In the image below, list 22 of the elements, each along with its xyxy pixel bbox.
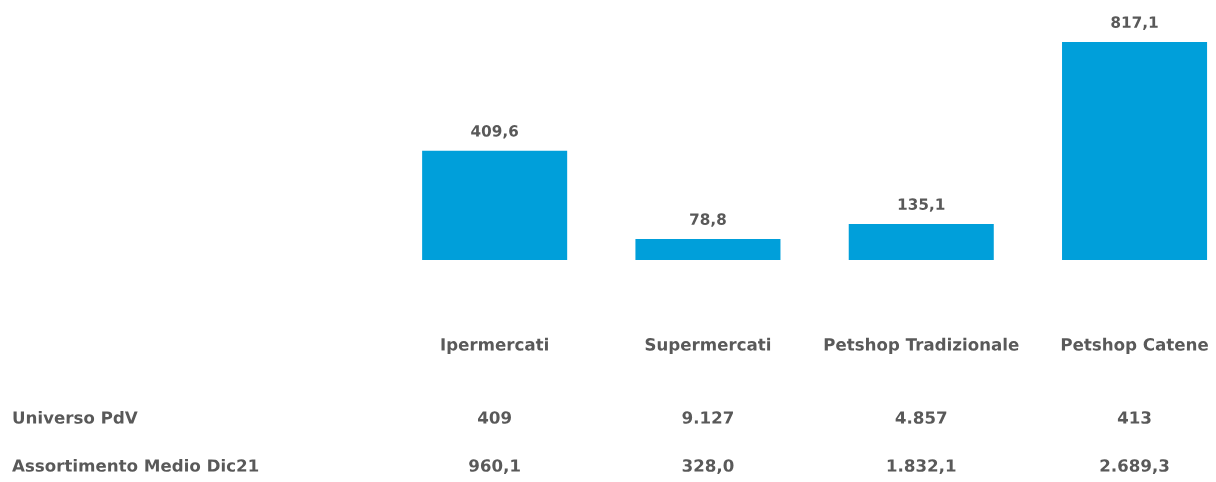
x-tick-label: Petshop Catene [1061, 337, 1208, 354]
text: 409 [478, 411, 511, 424]
text: 960,1 [469, 459, 520, 474]
bar [848, 223, 994, 260]
data-label: 409,6 [471, 125, 518, 139]
data-label: 135,1 [898, 198, 945, 212]
data-label: 78,8 [690, 213, 726, 227]
bar [1062, 42, 1208, 260]
x-tick-label: Ipermercati [441, 337, 548, 354]
text: 1.832,1 [887, 459, 956, 474]
text: 2.689,3 [1100, 459, 1169, 474]
text: Universo PdV [13, 410, 138, 424]
bar [422, 150, 568, 260]
text: 4.857 [895, 411, 947, 424]
x-tick-label: Petshop Tradizionale [824, 337, 1019, 354]
x-tick-label: Supermercati [645, 337, 771, 354]
text: 328,0 [682, 459, 734, 474]
bar [635, 238, 781, 260]
data-label: 817,1 [1111, 16, 1158, 30]
text: 413 [1117, 411, 1151, 424]
text: 9.127 [682, 411, 733, 424]
text: Assortimento Medio Dic21 [12, 458, 259, 472]
